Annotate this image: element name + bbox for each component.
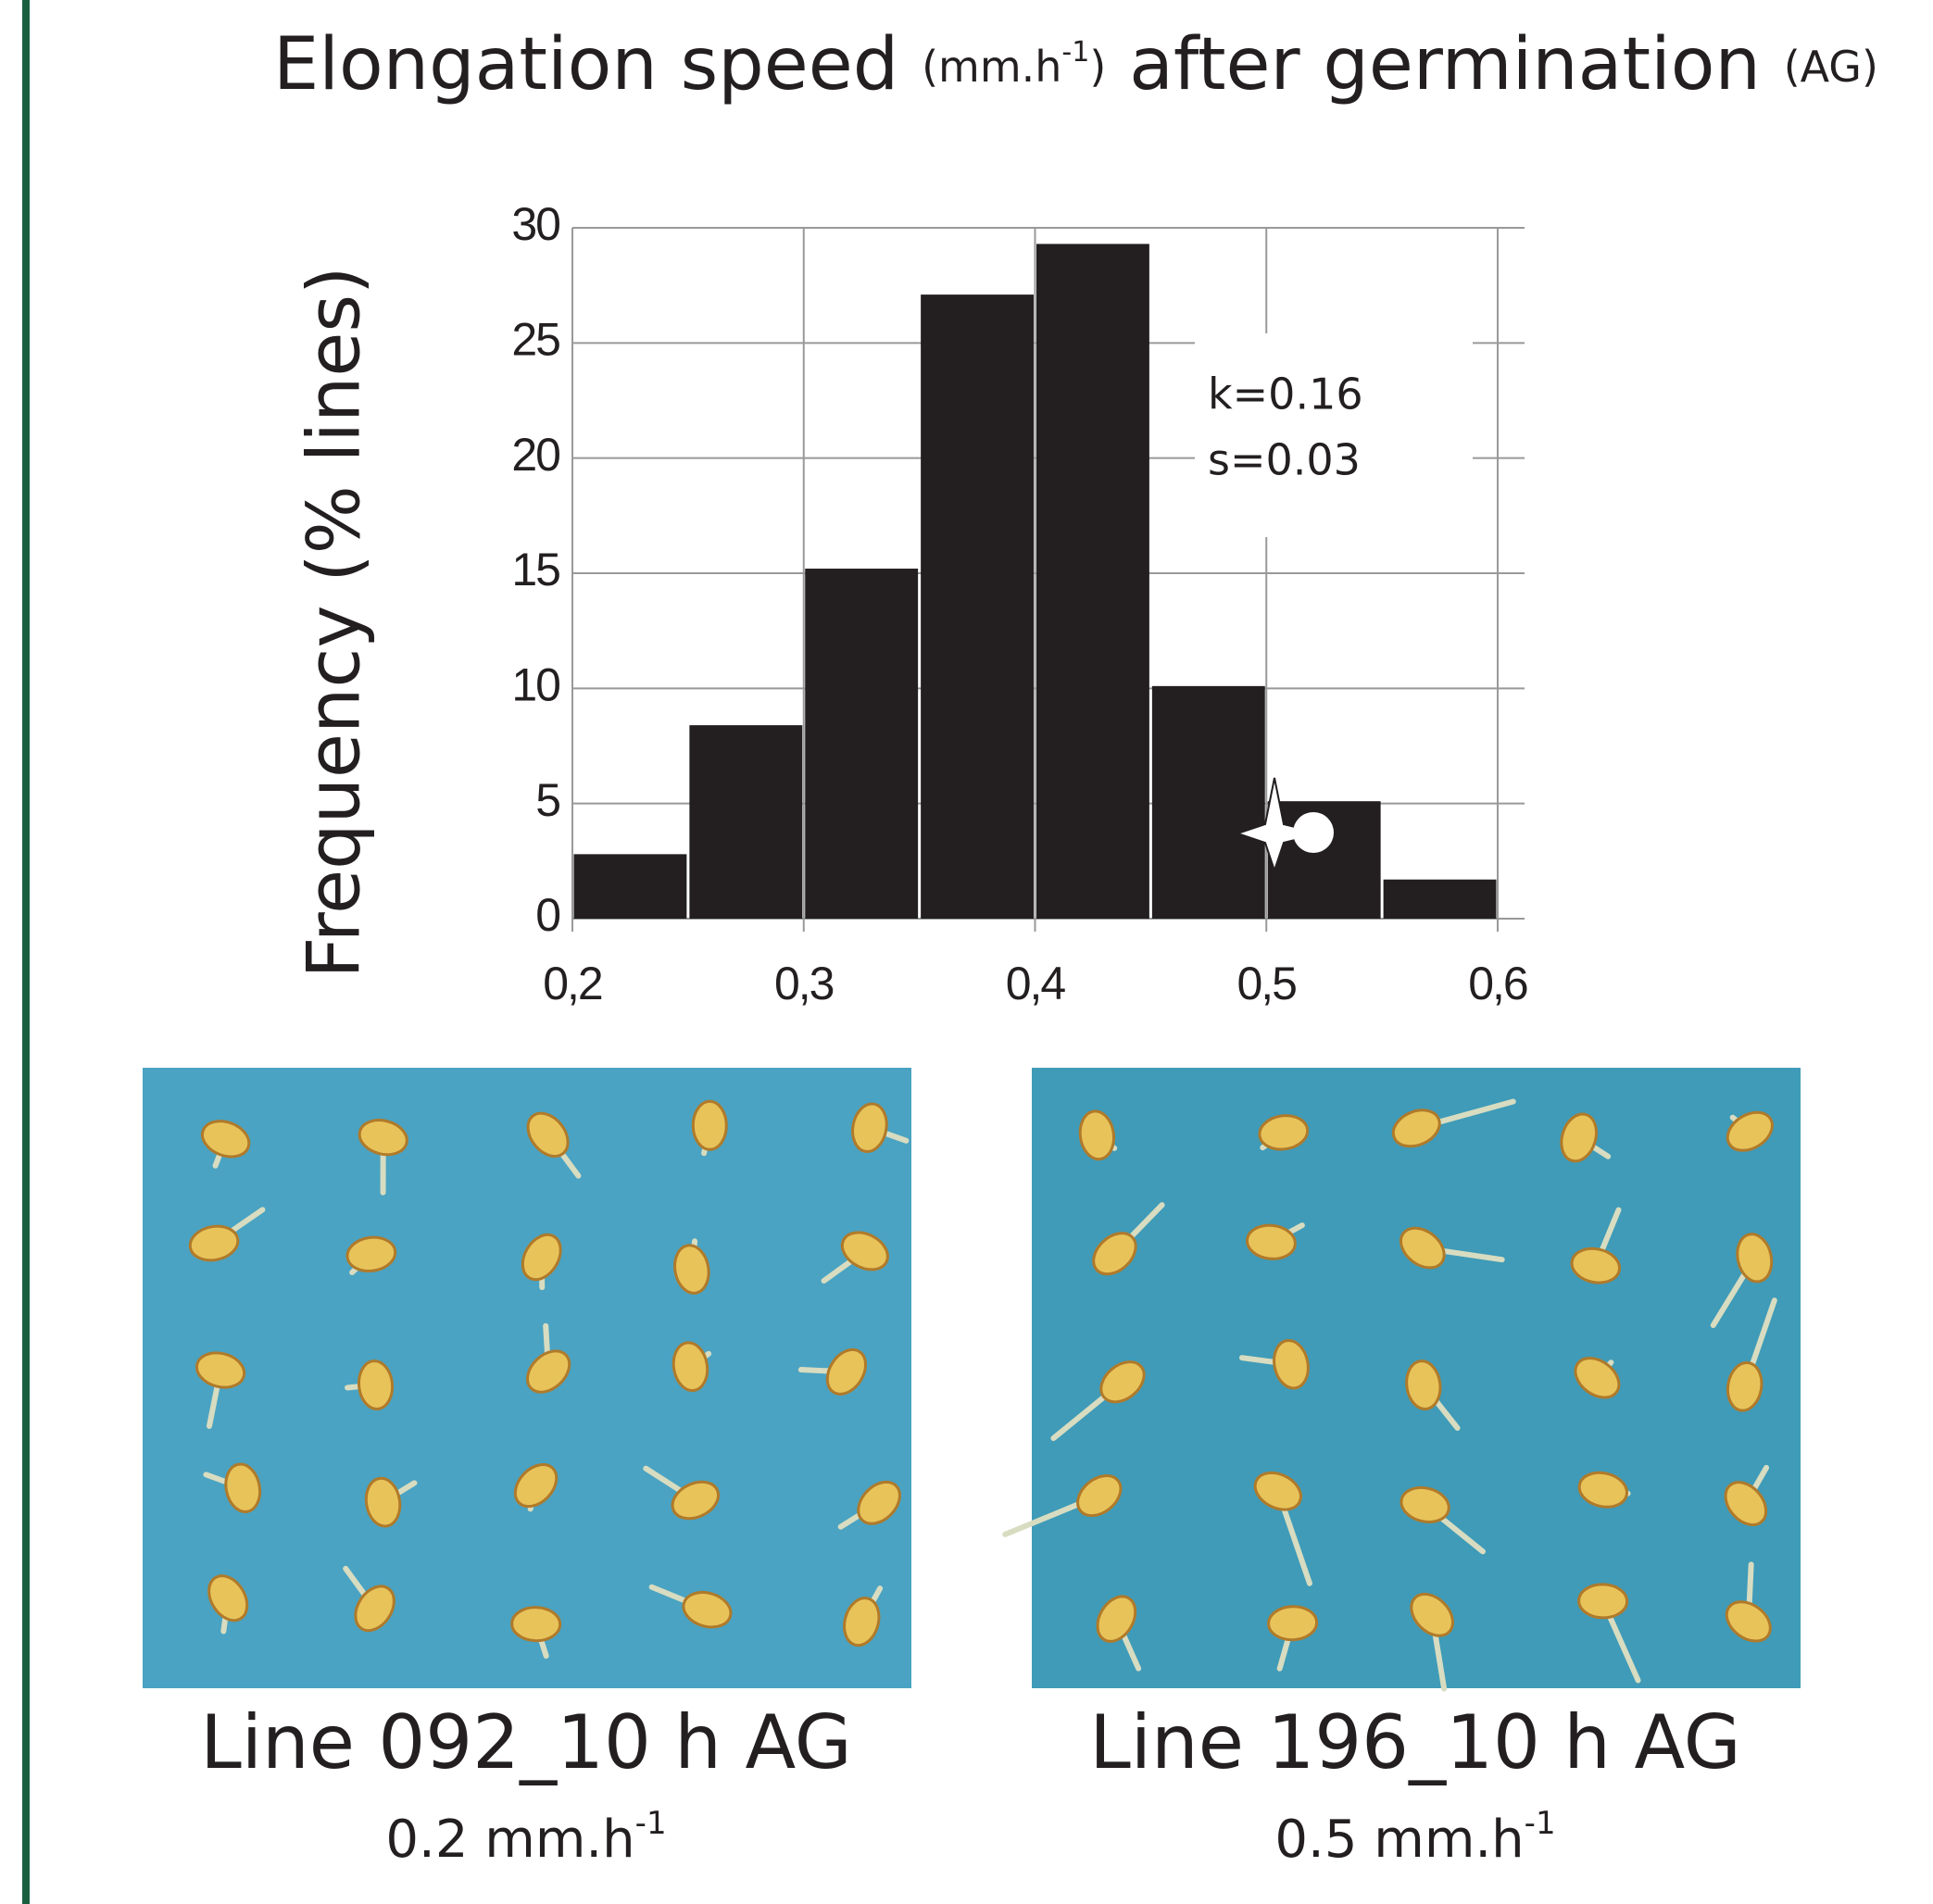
seed xyxy=(354,1585,395,1633)
seed xyxy=(1092,1232,1137,1276)
y-tick-label: 20 xyxy=(511,429,559,481)
speed-label: 0.2 mm.h-1 xyxy=(385,1805,666,1871)
y-tick-label: 5 xyxy=(535,774,559,826)
annotation: s=0.03 xyxy=(1208,435,1361,485)
seed xyxy=(1560,1112,1599,1163)
seed xyxy=(510,1606,562,1643)
seed xyxy=(840,1231,889,1271)
x-tick-label: 0,2 xyxy=(543,958,602,1009)
seed xyxy=(672,1341,709,1393)
seed xyxy=(1725,1600,1772,1643)
seed xyxy=(1410,1592,1454,1637)
seed xyxy=(1726,1360,1764,1412)
speed: 0.5 mm.h xyxy=(1274,1810,1524,1870)
bar xyxy=(573,854,687,919)
marker-circle xyxy=(1293,812,1334,853)
seed xyxy=(857,1480,901,1525)
seed xyxy=(200,1120,251,1159)
seed xyxy=(224,1462,262,1513)
bar xyxy=(689,725,803,919)
seed xyxy=(1574,1357,1621,1399)
y-tick-label: 15 xyxy=(511,544,559,595)
seed xyxy=(671,1480,721,1521)
seed xyxy=(682,1590,733,1629)
seed xyxy=(851,1102,888,1153)
seed xyxy=(526,1111,570,1159)
bar xyxy=(1036,244,1149,919)
seed xyxy=(1391,1109,1441,1148)
seed xyxy=(1724,1481,1768,1527)
y-tick-label: 0 xyxy=(535,889,559,941)
seed xyxy=(521,1233,562,1282)
seed xyxy=(1736,1233,1774,1284)
seed xyxy=(357,1359,395,1410)
seed xyxy=(691,1099,728,1151)
seed xyxy=(1577,1471,1628,1509)
chart-title: Elongation speed (mm.h-1) after germinat… xyxy=(273,23,1878,106)
photos xyxy=(143,1068,1801,1692)
seed xyxy=(188,1224,240,1262)
caption: Line 092_10 h AG xyxy=(200,1699,852,1785)
seed xyxy=(1076,1474,1123,1518)
title-part: -1 xyxy=(1061,36,1089,69)
seed xyxy=(345,1235,397,1273)
seed xyxy=(1099,1360,1146,1404)
seed xyxy=(1570,1246,1622,1284)
speed-sup: -1 xyxy=(1525,1805,1556,1842)
seed xyxy=(1253,1471,1302,1511)
bar xyxy=(1151,685,1265,919)
seed xyxy=(843,1597,881,1647)
seed xyxy=(1405,1359,1442,1410)
title-part: (AG) xyxy=(1784,42,1878,92)
title-part: after germination xyxy=(1129,23,1761,106)
caption: Line 196_10 h AG xyxy=(1089,1699,1741,1785)
seed xyxy=(207,1574,249,1622)
y-tick-label: 10 xyxy=(511,659,559,711)
y-tick-label: 25 xyxy=(511,314,559,366)
seed xyxy=(1400,1485,1450,1523)
seed xyxy=(1577,1583,1629,1620)
seed xyxy=(1400,1226,1446,1270)
seed xyxy=(1273,1338,1310,1390)
bar xyxy=(805,569,919,919)
seed xyxy=(358,1119,408,1157)
bar xyxy=(1383,879,1497,919)
seed xyxy=(1245,1223,1297,1260)
title-part: Elongation speed xyxy=(273,23,898,106)
seed xyxy=(673,1244,710,1295)
x-tick-label: 0,4 xyxy=(1006,958,1066,1009)
seed xyxy=(1726,1110,1774,1152)
seed xyxy=(513,1463,559,1509)
seed xyxy=(1267,1605,1319,1642)
speed-sup: -1 xyxy=(635,1805,667,1842)
title-part: (mm.h xyxy=(922,42,1061,92)
y-tick-label: 30 xyxy=(511,198,559,250)
bar xyxy=(921,294,1034,919)
seed xyxy=(1078,1109,1116,1161)
plot: 0 5 10 15 20 25 30 0,2 0,3 0,4 0,5 0,6 k=0.16 s=0.03 xyxy=(511,198,1529,1009)
speed-label: 0.5 mm.h-1 xyxy=(1274,1805,1555,1871)
x-tick-label: 0,3 xyxy=(774,958,834,1009)
border xyxy=(22,0,30,1904)
x-tick-label: 0,5 xyxy=(1236,958,1296,1009)
speed: 0.2 mm.h xyxy=(385,1810,634,1870)
seed xyxy=(825,1347,868,1396)
x-tick-label: 0,6 xyxy=(1468,958,1527,1009)
annotation: k=0.16 xyxy=(1208,370,1363,420)
seed xyxy=(195,1351,246,1389)
annotation-background xyxy=(1195,333,1473,537)
seed xyxy=(526,1349,571,1394)
seed xyxy=(364,1476,402,1528)
seed xyxy=(1258,1114,1310,1151)
y-axis-label: Frequency (% lines) xyxy=(293,267,376,979)
title-part: ) xyxy=(1089,42,1106,92)
seed xyxy=(1096,1595,1137,1643)
